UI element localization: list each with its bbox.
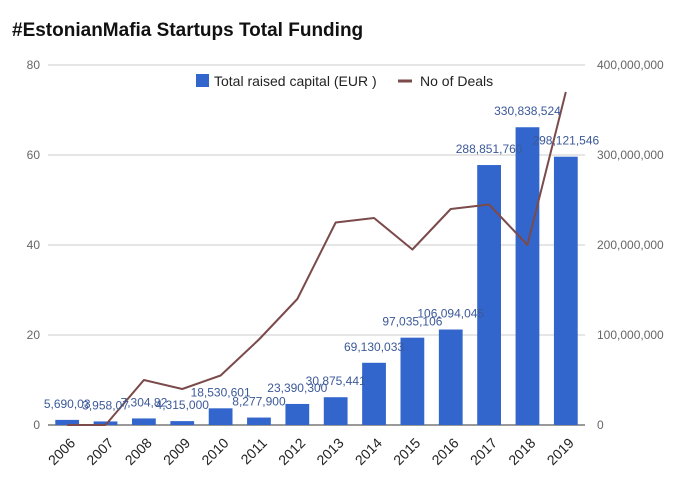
data-label: 298,121,546 [532,134,599,148]
bar [438,329,463,425]
data-label: 5,690,03 [44,397,91,411]
x-tick-label: 2015 [390,435,423,468]
x-tick-label: 2014 [352,435,385,468]
data-labels: 5,690,033,958,077,304,824,315,00018,530,… [44,104,600,412]
bar [170,421,195,425]
x-tick-label: 2006 [45,435,78,468]
gridlines [48,64,585,426]
x-tick-label: 2008 [122,435,155,468]
data-label: 23,390,300 [267,381,327,395]
x-tick-label: 2012 [275,435,308,468]
bar [323,397,348,425]
x-tick-label: 2010 [198,435,231,468]
x-tick-label: 2017 [467,435,500,468]
legend-bar-label: Total raised capital (EUR ) [214,73,377,89]
x-tick-label: 2009 [160,435,193,468]
data-label: 106,094,045 [417,307,484,321]
data-label: 3,958,07 [82,398,129,412]
data-label: 288,851,760 [456,142,523,156]
bar [477,165,501,425]
legend[interactable]: Total raised capital (EUR ) No of Deals [196,73,493,89]
bar [208,408,233,425]
y-left-tick-label: 60 [27,148,41,162]
data-label: 7,304,82 [121,395,168,409]
y-left-tick-label: 20 [27,328,41,342]
bar [55,419,80,425]
bar [247,417,271,425]
line-series [67,91,567,426]
y-right-tick-label: 0 [597,418,604,432]
data-label: 18,530,601 [191,385,251,399]
y-left-tick-label: 40 [27,238,41,252]
x-tick-label: 2018 [505,435,538,468]
line-path [67,91,567,426]
data-label: 8,277,900 [232,395,286,409]
x-tick-label: 2007 [83,435,116,468]
x-tick-label: 2011 [237,435,270,468]
x-tick-label: 2019 [544,435,577,468]
data-label: 330,838,524 [494,104,561,118]
bar [400,337,425,425]
bar [553,156,578,425]
chart-title: #EstonianMafia Startups Total Funding [12,20,364,41]
data-label: 4,315,000 [156,398,210,412]
data-label: 97,035,106 [382,315,442,329]
data-label: 30,875,441 [306,374,366,388]
legend-line-label: No of Deals [420,73,493,89]
y-right-tick-label: 300,000,000 [597,148,664,162]
bar [515,127,540,425]
y-right-tick-label: 100,000,000 [597,328,664,342]
bar-series [55,127,578,425]
bar [132,418,156,425]
bar [93,421,118,425]
data-label: 69,130,033 [344,340,404,354]
y-right-tick-label: 200,000,000 [597,238,664,252]
y-left-tick-label: 0 [33,418,40,432]
y-right-tick-label: 400,000,000 [597,58,664,72]
bar [285,403,310,425]
y-left-tick-label: 80 [27,58,41,72]
x-tick-label: 2016 [428,435,461,468]
x-tick-label: 2013 [313,435,346,468]
legend-bar-swatch [196,74,209,87]
bar [362,362,386,425]
